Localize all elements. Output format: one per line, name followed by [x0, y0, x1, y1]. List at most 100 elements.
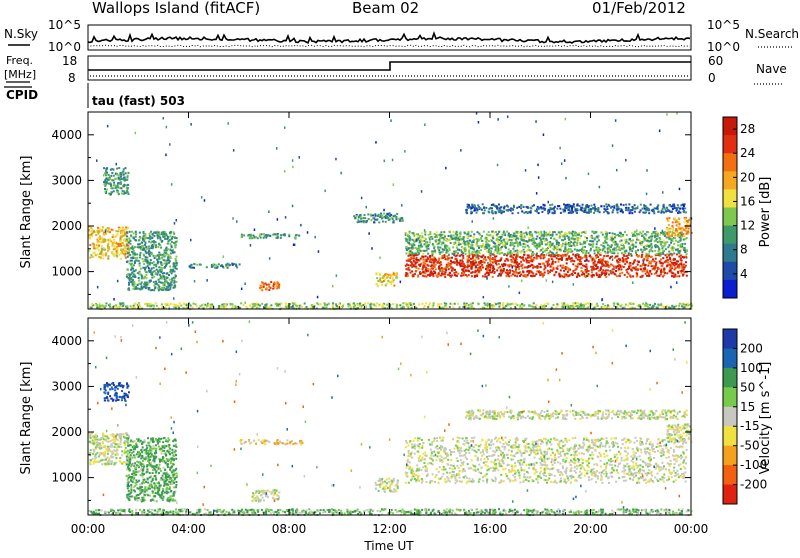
data-cell [126, 305, 128, 307]
data-cell [528, 239, 530, 241]
data-cell [616, 260, 618, 262]
data-cell [642, 241, 644, 243]
data-cell [134, 270, 136, 272]
data-cell [139, 254, 141, 256]
data-cell [573, 270, 575, 272]
data-cell [477, 245, 479, 247]
data-cell [144, 282, 146, 284]
data-cell [467, 255, 469, 257]
data-cell [97, 230, 99, 232]
data-cell [653, 265, 655, 267]
data-cell [527, 212, 529, 214]
data-cell [372, 214, 374, 216]
data-cell [628, 207, 630, 209]
data-cell [530, 212, 532, 214]
data-cell [680, 244, 682, 246]
data-cell [127, 256, 129, 258]
data-cell [564, 246, 566, 248]
data-cell [497, 303, 499, 305]
data-cell [528, 246, 530, 248]
data-cell [134, 283, 136, 285]
data-cell [586, 264, 588, 266]
data-cell [360, 218, 362, 220]
data-cell [526, 233, 528, 235]
data-cell [664, 272, 666, 274]
data-cell [94, 248, 96, 250]
data-cell [516, 207, 518, 209]
data-cell [602, 303, 604, 305]
data-cell [493, 267, 495, 269]
data-cell [561, 257, 563, 259]
data-cell [425, 269, 427, 271]
data-cell [626, 276, 628, 278]
data-cell [667, 259, 669, 261]
data-cell [157, 235, 159, 237]
data-cell [465, 253, 467, 255]
data-cell [540, 256, 542, 258]
data-cell [214, 267, 216, 269]
data-cell [618, 275, 620, 277]
data-cell [134, 257, 136, 259]
data-cell [150, 231, 152, 233]
data-cell [167, 243, 169, 245]
data-cell [658, 247, 660, 249]
data-cell [642, 270, 644, 272]
data-cell [647, 265, 649, 267]
data-cell [425, 246, 427, 248]
data-cell [270, 304, 272, 306]
data-cell [469, 240, 471, 242]
data-cell [323, 302, 325, 304]
data-cell [519, 241, 521, 243]
data-cell [111, 187, 113, 189]
data-cell [495, 212, 497, 214]
data-cell [508, 248, 510, 250]
data-cell [655, 272, 657, 274]
data-cell [543, 303, 545, 305]
data-cell [398, 218, 400, 220]
data-cell [547, 262, 549, 264]
data-cell [536, 266, 538, 268]
data-cell [408, 267, 410, 269]
data-cell [516, 250, 518, 252]
data-cell [114, 248, 116, 250]
data-cell [93, 245, 95, 247]
data-cell [535, 232, 537, 234]
data-cell [386, 273, 388, 275]
data-cell [596, 208, 598, 210]
data-cell [468, 274, 470, 276]
data-cell [676, 263, 678, 265]
data-cell [470, 244, 472, 246]
data-cell [563, 211, 565, 213]
data-cell [625, 204, 627, 206]
data-cell [482, 255, 484, 257]
data-cell [413, 275, 415, 277]
data-cell [558, 258, 560, 260]
data-cell [498, 242, 500, 244]
data-cell [671, 271, 673, 273]
data-cell [538, 208, 540, 210]
data-cell [605, 231, 607, 233]
data-cell [429, 241, 431, 243]
data-cell [488, 274, 490, 276]
data-cell [411, 244, 413, 246]
data-cell [106, 239, 108, 241]
data-cell [446, 255, 448, 257]
noise-tick-left-bottom: 10^0 [48, 40, 81, 54]
data-cell [502, 244, 504, 246]
data-cell [556, 208, 558, 210]
data-cell [139, 232, 141, 234]
data-cell [158, 284, 160, 286]
data-cell [622, 211, 624, 213]
data-cell [409, 250, 411, 252]
data-cell [124, 250, 126, 252]
data-cell [464, 247, 466, 249]
data-cell [628, 203, 630, 205]
data-cell [632, 263, 634, 265]
data-cell [174, 277, 176, 279]
data-cell [261, 303, 263, 305]
data-cell [484, 238, 486, 240]
data-cell [631, 302, 633, 304]
data-cell [401, 217, 403, 219]
data-cell [523, 254, 525, 256]
data-cell [499, 253, 501, 255]
